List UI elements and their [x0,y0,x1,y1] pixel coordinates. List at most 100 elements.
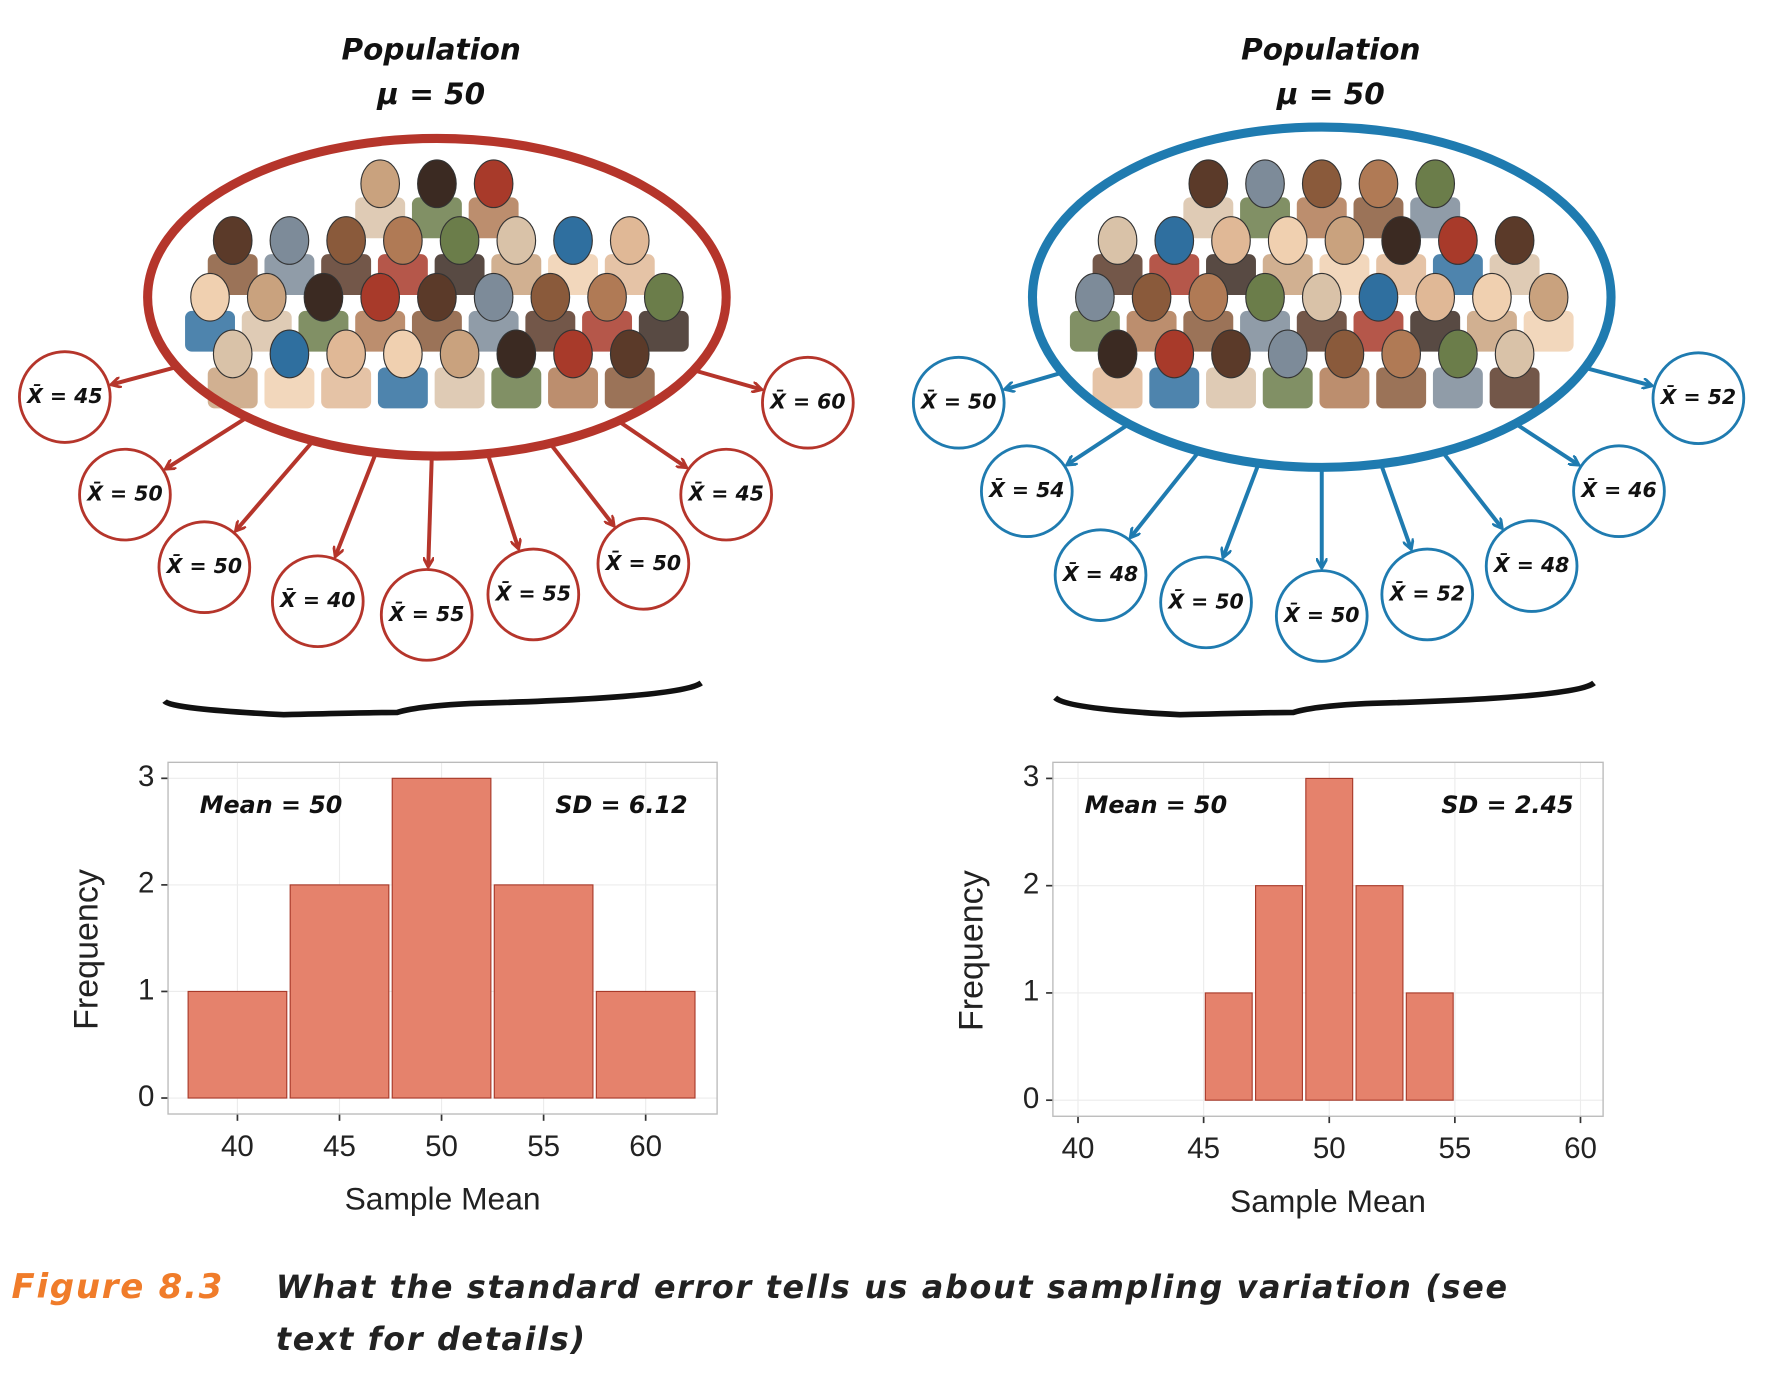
bar [1255,885,1303,1101]
person-face [326,329,366,379]
population-title: Population [1241,33,1420,67]
sample-arrow [112,365,178,384]
x-tick-label: 55 [527,1130,560,1163]
sample-mean: X̄ = 50 [85,481,162,506]
person-face [1245,159,1285,209]
sample-circle [1274,569,1369,663]
bar [1355,885,1404,1101]
sample-circle [596,517,691,611]
person-body [1319,367,1370,409]
bar [1405,992,1454,1101]
person-face [473,272,514,322]
person-face [417,159,457,209]
person-face [1358,159,1399,209]
sample-arrow [1131,450,1201,537]
sample-circle [1380,547,1475,642]
person-face [1154,329,1195,379]
person-face [1075,272,1115,322]
plot-border [1052,761,1604,1117]
person-face [587,272,627,322]
person-face [643,272,684,322]
person-face [1267,329,1308,379]
x-tick-label: 50 [1313,1132,1346,1165]
person-face [1381,329,1422,379]
person-body [548,367,598,409]
sample-circle [1572,444,1666,539]
person-body [264,367,315,409]
person-body [1092,367,1143,409]
bar [289,884,390,1099]
x-tick-label: 50 [425,1130,458,1163]
person-face [1324,216,1365,265]
person-face [1097,216,1138,265]
population-mean: μ = 50 [1276,77,1385,111]
x-tick-label: 55 [1438,1132,1471,1165]
person-body [1489,367,1540,409]
plot-border [167,761,718,1115]
sample-arrow [617,419,686,467]
sample-mean: X̄ = 52 [1659,384,1736,409]
sample-arrow [485,452,519,548]
y-tick-label: 0 [138,1080,154,1113]
caption-box: Figure 8.3 What the standard error tells… [11,1267,1506,1358]
sample-mean: X̄ = 50 [1282,602,1359,627]
person-body [638,310,689,352]
sample-arrow [1006,370,1063,390]
person-face [417,272,457,322]
population-title: Population [342,33,521,67]
person-face [1494,329,1535,379]
person-body [1262,367,1313,409]
person-body [604,367,655,409]
person-face [269,216,310,265]
sample-mean: X̄ = 54 [987,477,1064,502]
person-body [491,367,542,409]
person-face [1097,329,1138,379]
sample-mean: X̄ = 50 [1166,589,1243,614]
sample-mean: X̄ = 45 [686,481,763,506]
person-face [1358,272,1399,322]
y-tick-label: 1 [138,973,154,1006]
sample-mean: X̄ = 50 [165,553,242,578]
population-ellipse [143,133,731,461]
person-face [303,272,344,322]
sample-mean: X̄ = 55 [387,601,464,626]
sample-circle [1651,351,1746,445]
person-face [1131,272,1172,322]
sample-circle [1053,528,1148,622]
y-tick-label: 3 [1023,760,1039,793]
y-axis-label: Frequency [952,870,990,1031]
sample-arrow [428,455,432,566]
sample-mean: X̄ = 40 [278,587,355,612]
sample-arrow [1584,365,1651,386]
person-face [269,329,310,379]
annotation: SD = 6.12 [555,791,687,819]
annotation: SD = 2.45 [1441,791,1573,819]
x-tick-label: 45 [1187,1132,1220,1165]
sample-arrow [1223,462,1261,556]
x-tick-label: 40 [221,1130,254,1163]
brace [1053,680,1596,718]
y-tick-label: 0 [1023,1082,1039,1115]
x-tick-label: 60 [1564,1132,1597,1165]
sample-arrow [1440,450,1501,528]
sample-circle [379,568,474,662]
sample-circle [679,447,773,542]
person-face [1211,329,1251,379]
person-face [360,272,401,322]
sample-mean: X̄ = 52 [1388,581,1465,606]
x-tick-label: 60 [629,1130,662,1163]
person-face [1472,272,1512,322]
person-face [212,216,253,265]
y-tick-label: 2 [138,867,154,900]
population-mean: μ = 50 [376,77,485,111]
person-face [473,159,514,209]
person-face [553,329,593,379]
person-face [496,329,537,379]
sample-arrow [1514,421,1578,465]
person-face [326,216,366,265]
bar [493,884,594,1099]
sample-mean: X̄ = 48 [1061,561,1138,586]
x-tick-label: 45 [323,1130,356,1163]
person-body [1149,367,1200,409]
person-face [530,272,571,322]
